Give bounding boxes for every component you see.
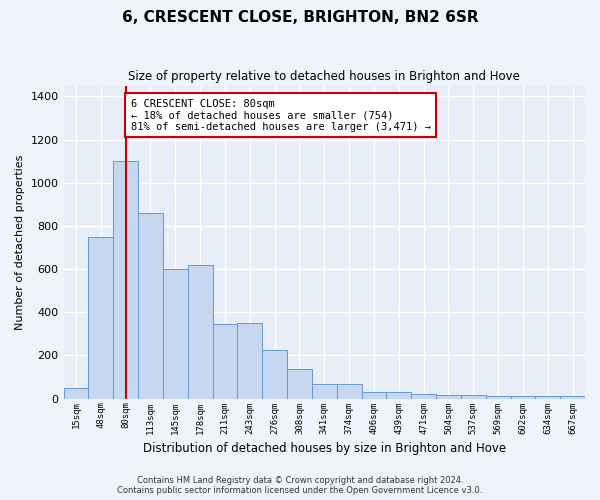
Bar: [238, 323, 262, 398]
X-axis label: Distribution of detached houses by size in Brighton and Hove: Distribution of detached houses by size …: [143, 442, 506, 455]
Bar: [535, 396, 560, 398]
Bar: [287, 370, 312, 398]
Y-axis label: Number of detached properties: Number of detached properties: [15, 154, 25, 330]
Bar: [485, 396, 511, 398]
Bar: [212, 324, 238, 398]
Title: Size of property relative to detached houses in Brighton and Hove: Size of property relative to detached ho…: [128, 70, 520, 83]
Text: Contains HM Land Registry data © Crown copyright and database right 2024.
Contai: Contains HM Land Registry data © Crown c…: [118, 476, 482, 495]
Text: 6, CRESCENT CLOSE, BRIGHTON, BN2 6SR: 6, CRESCENT CLOSE, BRIGHTON, BN2 6SR: [122, 10, 478, 25]
Bar: [188, 265, 212, 398]
Bar: [461, 396, 485, 398]
Bar: [88, 236, 113, 398]
Bar: [262, 350, 287, 399]
Bar: [138, 213, 163, 398]
Bar: [312, 384, 337, 398]
Bar: [511, 396, 535, 398]
Bar: [337, 384, 362, 398]
Bar: [113, 161, 138, 398]
Bar: [436, 396, 461, 398]
Bar: [560, 396, 585, 398]
Bar: [386, 392, 411, 398]
Bar: [362, 392, 386, 398]
Text: 6 CRESCENT CLOSE: 80sqm
← 18% of detached houses are smaller (754)
81% of semi-d: 6 CRESCENT CLOSE: 80sqm ← 18% of detache…: [131, 98, 431, 132]
Bar: [64, 388, 88, 398]
Bar: [411, 394, 436, 398]
Bar: [163, 269, 188, 398]
